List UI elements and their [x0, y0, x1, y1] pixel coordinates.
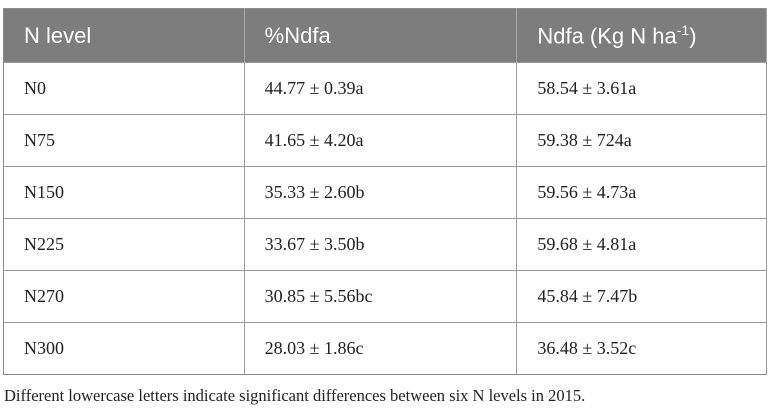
table-cell: 28.03 ± 1.86c: [244, 322, 518, 375]
table-cell: N75: [3, 114, 245, 167]
table-cell: 59.38 ± 724a: [516, 114, 767, 167]
table-cell: 44.77 ± 0.39a: [244, 62, 518, 115]
table-cell: 36.48 ± 3.52c: [516, 322, 767, 375]
table-row: N150 35.33 ± 2.60b 59.56 ± 4.73a: [3, 166, 767, 219]
header-superscript: -1: [676, 21, 690, 38]
header-text: Ndfa (Kg N ha: [537, 23, 677, 49]
data-table: N level %Ndfa Ndfa (Kg N ha-1) N0 44.77 ± 0…: [3, 8, 767, 375]
header-cell: N level: [3, 8, 245, 63]
header-row: N level %Ndfa Ndfa (Kg N ha-1): [3, 8, 767, 63]
header-text: ): [689, 23, 697, 49]
table-row: N75 41.65 ± 4.20a 59.38 ± 724a: [3, 114, 767, 167]
footnote: Different lowercase letters indicate sig…: [4, 386, 586, 405]
table-cell: 41.65 ± 4.20a: [244, 114, 518, 167]
table-cell: N300: [3, 322, 245, 375]
table-cell: 45.84 ± 7.47b: [516, 270, 767, 323]
table-cell: 58.54 ± 3.61a: [516, 62, 767, 115]
table-cell: N0: [3, 62, 245, 115]
table-row: N270 30.85 ± 5.56bc 45.84 ± 7.47b: [3, 270, 767, 323]
table-cell: 30.85 ± 5.56bc: [244, 270, 518, 323]
table-cell: 59.56 ± 4.73a: [516, 166, 767, 219]
table-row: N0 44.77 ± 0.39a 58.54 ± 3.61a: [3, 62, 767, 115]
table-row: N225 33.67 ± 3.50b 59.68 ± 4.81a: [3, 218, 767, 271]
table-cell: 35.33 ± 2.60b: [244, 166, 518, 219]
table-cell: N225: [3, 218, 245, 271]
table-cell: N270: [3, 270, 245, 323]
table-cell: N150: [3, 166, 245, 219]
table-row: N300 28.03 ± 1.86c 36.48 ± 3.52c: [3, 322, 767, 375]
table-cell: 59.68 ± 4.81a: [516, 218, 767, 271]
header-cell: Ndfa (Kg N ha-1): [516, 8, 767, 63]
header-cell: %Ndfa: [244, 8, 518, 63]
table-cell: 33.67 ± 3.50b: [244, 218, 518, 271]
table-body: N0 44.77 ± 0.39a 58.54 ± 3.61a N75 41.65 ± 4…: [3, 62, 767, 375]
